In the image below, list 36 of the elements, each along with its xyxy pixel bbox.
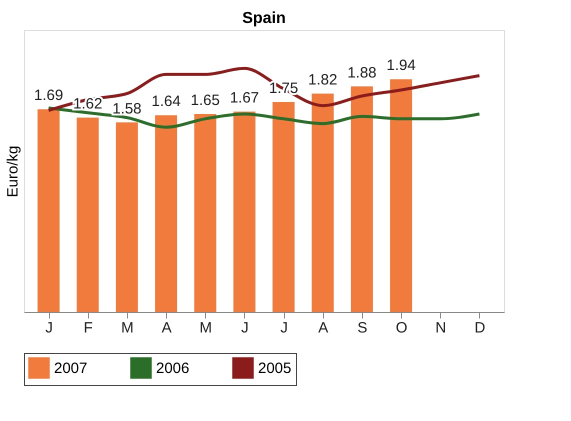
x-tick-label: J xyxy=(280,320,288,336)
x-tick-label: J xyxy=(241,320,249,336)
x-tick-label: N xyxy=(435,320,446,336)
legend-label: 2007 xyxy=(54,360,88,377)
x-tick-label: F xyxy=(84,320,93,336)
data-label: 1.58 xyxy=(112,100,142,118)
x-tick-label: S xyxy=(357,320,368,336)
data-label: 1.88 xyxy=(347,64,377,82)
data-label: 1.64 xyxy=(151,93,181,110)
x-tick-label: A xyxy=(318,320,328,336)
bar xyxy=(350,86,373,312)
y-axis-title: Euro/kg xyxy=(4,146,22,198)
x-tick-label: O xyxy=(396,320,408,336)
data-label: 1.94 xyxy=(386,57,416,74)
chart-title: Spain xyxy=(242,10,286,27)
data-label: 1.69 xyxy=(34,87,64,104)
bar xyxy=(76,118,99,312)
bar xyxy=(233,112,256,312)
legend-label: 2005 xyxy=(258,360,292,377)
bar xyxy=(312,94,334,312)
x-tick-label: J xyxy=(45,320,53,336)
data-label: 1.62 xyxy=(73,96,102,113)
x-tick-label: M xyxy=(200,320,212,336)
data-label: 1.67 xyxy=(230,90,260,107)
bar xyxy=(155,115,178,312)
bar xyxy=(116,122,138,312)
x-tick-label: D xyxy=(474,320,486,336)
bar xyxy=(390,79,412,312)
data-label: 1.65 xyxy=(190,92,220,109)
x-tick-label: A xyxy=(162,320,172,336)
bar xyxy=(194,114,216,312)
bar xyxy=(38,109,60,312)
bar xyxy=(272,102,295,312)
data-label: 1.82 xyxy=(308,72,338,89)
x-tick-label: M xyxy=(121,320,134,336)
legend-label: 2006 xyxy=(156,360,190,377)
